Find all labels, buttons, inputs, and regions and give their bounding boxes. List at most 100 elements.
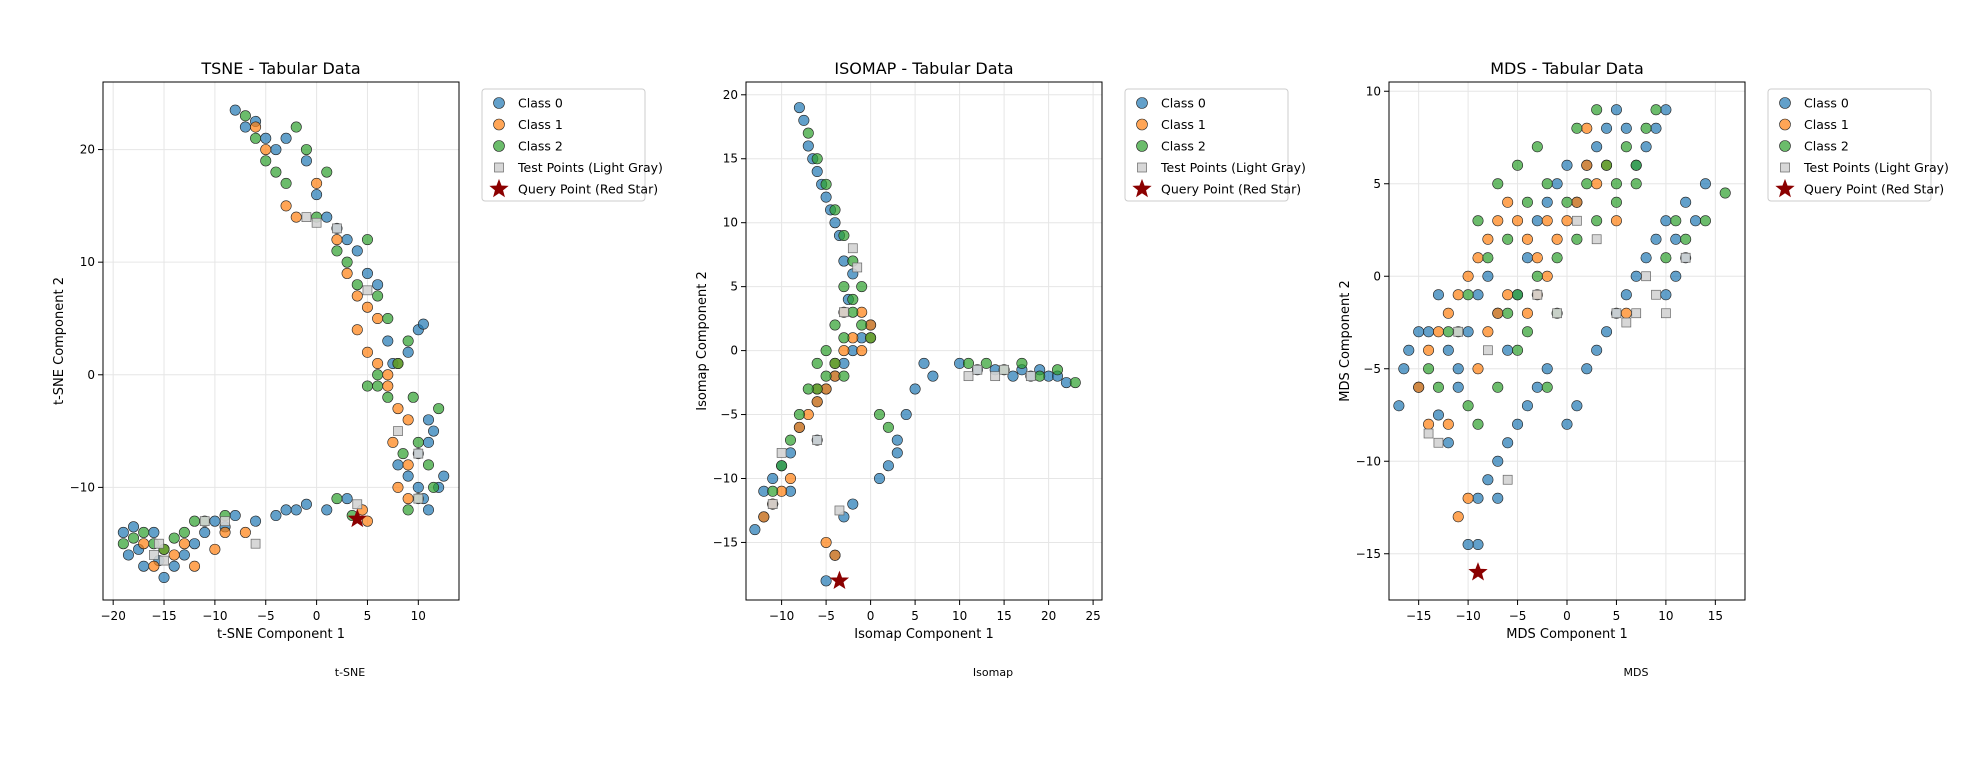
data-point <box>1591 104 1603 116</box>
data-point <box>1680 233 1692 245</box>
data-point <box>847 243 858 254</box>
data-point <box>882 421 894 433</box>
data-point <box>1462 538 1474 550</box>
data-point <box>372 290 384 302</box>
query-point-star <box>347 508 367 528</box>
legend: Class 0 Class 1 Class 2 Test Points (Light … <box>481 88 663 202</box>
x-tick-label: 10 <box>411 609 426 623</box>
data-point <box>372 380 384 392</box>
data-point <box>1502 307 1514 319</box>
data-point <box>351 245 363 257</box>
data-point <box>847 293 859 305</box>
data-point <box>1423 428 1434 439</box>
data-point <box>290 121 302 133</box>
legend-label: Test Points (Light Gray) <box>1160 160 1306 175</box>
data-point <box>980 357 992 369</box>
data-point <box>122 549 134 561</box>
data-point <box>776 448 787 458</box>
data-point <box>361 515 373 527</box>
x-tick-label: −10 <box>202 609 227 623</box>
data-point <box>1482 270 1494 282</box>
legend-item: Class 2 <box>1779 139 1849 154</box>
series-test-points-light-gray- <box>767 243 1036 516</box>
data-point <box>1581 159 1593 171</box>
data-point <box>1521 307 1533 319</box>
data-point <box>250 538 261 549</box>
x-tick-label: −15 <box>151 609 176 623</box>
data-point <box>838 345 850 357</box>
data-point <box>382 312 394 324</box>
data-point <box>158 571 170 583</box>
data-point <box>1492 307 1504 319</box>
data-point <box>1423 418 1435 430</box>
data-point <box>793 102 805 114</box>
data-point <box>1630 159 1642 171</box>
data-point <box>1453 326 1464 337</box>
series-class-2 <box>117 110 445 555</box>
data-point <box>311 189 323 201</box>
legend-item: Query Point (Red Star) <box>489 178 658 198</box>
y-tick-label: −5 <box>1363 362 1381 376</box>
x-tick-label: −5 <box>257 609 275 623</box>
data-point <box>428 481 440 493</box>
x-axis-label: Isomap Component 1 <box>854 627 993 642</box>
y-tick-label: 0 <box>730 344 738 358</box>
data-point <box>239 110 251 122</box>
data-point <box>1007 370 1019 382</box>
data-point <box>1571 400 1583 412</box>
x-tick-label: −10 <box>769 609 794 623</box>
legend-marker <box>1780 162 1790 173</box>
data-point <box>856 345 868 357</box>
query-point-star <box>829 570 850 590</box>
data-point <box>250 132 262 144</box>
series-test-points-light-gray- <box>1423 215 1691 485</box>
data-point <box>301 212 312 222</box>
data-point <box>189 515 201 527</box>
legend-item: Query Point (Red Star) <box>1132 178 1301 198</box>
y-tick-label: −10 <box>1356 454 1381 468</box>
data-point <box>1512 215 1524 227</box>
data-point <box>1432 409 1444 421</box>
data-point <box>372 358 384 370</box>
data-point <box>1591 141 1603 153</box>
data-point <box>834 505 845 516</box>
legend-marker <box>1779 140 1791 152</box>
data-point <box>1442 437 1454 449</box>
legend-marker <box>1779 97 1791 109</box>
series-query-point-red-star- <box>1468 562 1488 581</box>
data-point <box>1620 307 1632 319</box>
data-point <box>422 504 434 516</box>
legend-item: Test Points (Light Gray) <box>1780 160 1949 175</box>
legend-item: Class 2 <box>1136 139 1206 154</box>
data-point <box>1452 381 1464 393</box>
data-point <box>149 550 159 560</box>
legend-item: Query Point (Red Star) <box>1775 178 1944 198</box>
data-point <box>1571 196 1583 208</box>
x-tick-label: 10 <box>952 609 967 623</box>
data-point <box>1660 252 1672 264</box>
y-tick-label: 10 <box>1366 84 1381 98</box>
data-point <box>784 447 796 459</box>
data-point <box>1472 363 1484 375</box>
data-point <box>1561 418 1573 430</box>
data-point <box>1601 326 1613 338</box>
data-point <box>402 335 414 347</box>
data-point <box>1572 215 1582 226</box>
data-point <box>412 436 424 448</box>
data-point <box>882 460 894 472</box>
data-point <box>1462 492 1474 504</box>
data-point <box>1472 538 1484 550</box>
data-point <box>402 493 414 505</box>
axes-frame <box>102 81 460 601</box>
data-point <box>1640 141 1652 153</box>
data-point <box>838 370 850 382</box>
data-point <box>280 132 292 144</box>
data-point <box>362 285 373 296</box>
data-point <box>1531 141 1543 153</box>
data-point <box>1591 215 1603 227</box>
legend-marker <box>1136 97 1148 109</box>
data-point <box>138 560 150 572</box>
x-tick-label: 15 <box>1708 609 1723 623</box>
data-point <box>168 532 180 544</box>
data-point <box>1492 455 1504 467</box>
